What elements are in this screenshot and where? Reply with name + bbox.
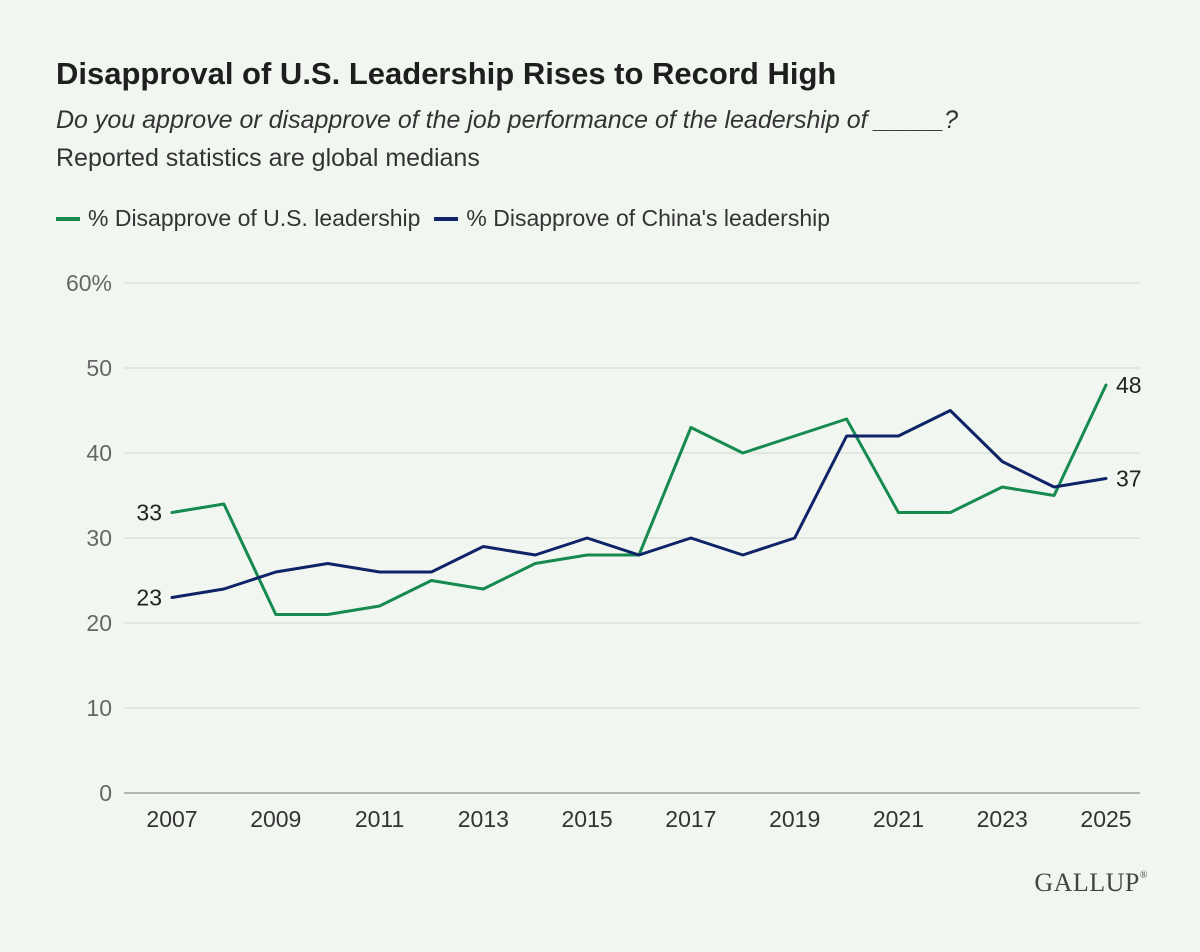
y-tick-label-60: 60% <box>66 270 112 296</box>
y-tick-label-0: 0 <box>99 780 112 806</box>
gallup-logo: GALLUP® <box>1034 868 1148 898</box>
x-tick-label-2019: 2019 <box>769 806 820 832</box>
legend-label-us: % Disapprove of U.S. leadership <box>88 205 421 231</box>
x-tick-label-2007: 2007 <box>146 806 197 832</box>
data-label-us-first: 33 <box>136 500 162 526</box>
legend-item-china: % Disapprove of China's leadership <box>434 205 830 232</box>
data-label-china-first: 23 <box>136 585 162 611</box>
legend: % Disapprove of U.S. leadership % Disapp… <box>56 205 844 232</box>
x-tick-label-2009: 2009 <box>250 806 301 832</box>
x-tick-label-2011: 2011 <box>355 806 404 832</box>
chart-note: Reported statistics are global medians <box>56 144 480 172</box>
x-tick-label-2017: 2017 <box>665 806 716 832</box>
x-tick-label-2013: 2013 <box>458 806 509 832</box>
legend-swatch-us <box>56 216 80 221</box>
series-line-us <box>170 383 1108 616</box>
y-tick-label-20: 20 <box>86 610 112 636</box>
series-line-china <box>170 409 1108 599</box>
data-label-china-last: 37 <box>1116 466 1142 492</box>
chart-question: Do you approve or disapprove of the job … <box>56 106 958 134</box>
x-tick-label-2021: 2021 <box>873 806 924 832</box>
logo-text: GALLUP <box>1034 868 1140 897</box>
y-tick-label-10: 10 <box>86 695 112 721</box>
legend-item-us: % Disapprove of U.S. leadership <box>56 205 420 232</box>
chart-title: Disapproval of U.S. Leadership Rises to … <box>56 56 837 91</box>
y-tick-label-30: 30 <box>86 525 112 551</box>
data-label-us-last: 48 <box>1116 372 1142 398</box>
registered-mark: ® <box>1139 870 1148 881</box>
legend-swatch-china <box>434 216 459 221</box>
y-tick-label-40: 40 <box>86 440 112 466</box>
y-tick-label-50: 50 <box>86 355 112 381</box>
x-tick-label-2025: 2025 <box>1080 806 1131 832</box>
x-tick-label-2023: 2023 <box>977 806 1028 832</box>
x-tick-label-2015: 2015 <box>562 806 613 832</box>
legend-label-china: % Disapprove of China's leadership <box>466 205 831 231</box>
